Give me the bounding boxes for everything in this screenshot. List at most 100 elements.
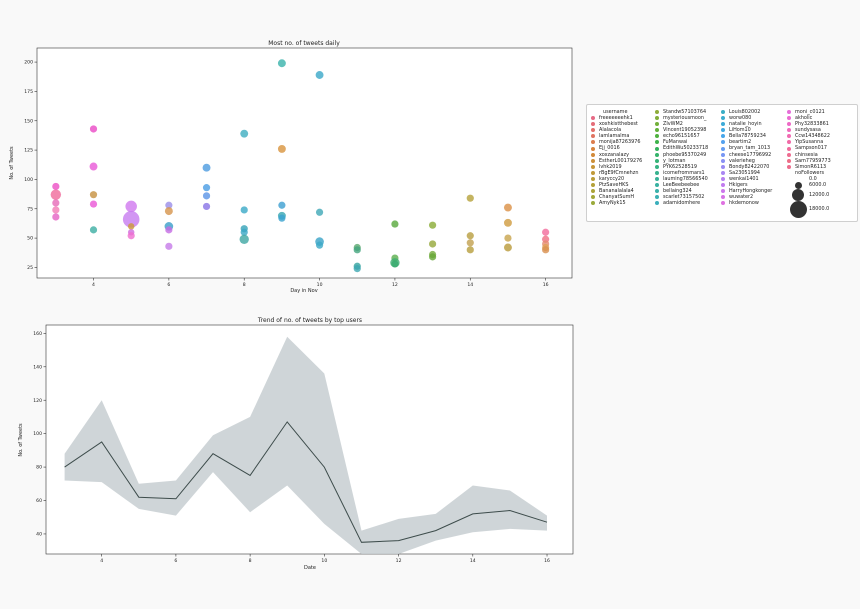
- legend-swatch: [721, 195, 725, 200]
- legend-label: FuManwai: [663, 139, 688, 146]
- data-point: [428, 221, 437, 229]
- legend-item: echo96151657: [655, 133, 725, 139]
- legend-label: SimonR6113: [795, 163, 827, 170]
- data-point: [89, 200, 98, 208]
- legend-item: moni_c0121: [787, 109, 857, 115]
- line-title: Trend of no. of tweets by top users: [257, 317, 362, 324]
- legend-swatch: [591, 134, 595, 139]
- legend-item: Bella78759234: [721, 133, 791, 139]
- legend-swatch: [721, 140, 725, 145]
- legend-item: HarryHongkonger: [721, 188, 791, 194]
- legend-label: akholic: [795, 115, 813, 122]
- legend-item: lamlamalma: [591, 133, 661, 139]
- legend-swatch: [655, 146, 659, 151]
- legend-item: wuwater2: [721, 194, 791, 200]
- line-y-tick-label: 140: [33, 364, 42, 370]
- legend-item: freeeeeeehk1: [591, 115, 661, 121]
- line-y-tick-label: 100: [33, 431, 42, 437]
- size-legend-item: 6000.0: [787, 181, 857, 189]
- legend-label: phoebe95370249: [663, 151, 707, 158]
- legend-swatch: [591, 164, 595, 169]
- legend-label: adamidomhere: [663, 200, 701, 207]
- legend-swatch: [721, 122, 725, 127]
- scatter-y-axis-label: No. of Tweets: [9, 146, 15, 180]
- legend-label: worw080: [729, 115, 752, 122]
- legend-item: LeeBeebeebee: [655, 182, 725, 188]
- legend-item: PtzSaveHKS: [591, 182, 661, 188]
- scatter-y-tick-label: 125: [24, 148, 33, 154]
- legend-label: Alalacola: [599, 127, 622, 134]
- legend-label: Hkigers: [729, 181, 748, 188]
- data-point: [89, 125, 98, 133]
- scatter-points: [50, 59, 550, 273]
- data-point: [353, 265, 361, 273]
- legend-item: SimonR6113: [787, 164, 857, 170]
- legend-swatch: [721, 176, 725, 181]
- scatter-x-tick-label: 16: [543, 282, 549, 288]
- legend-item: EdithWu50233718: [655, 145, 725, 151]
- scatter-plot-area: [36, 47, 573, 279]
- legend-swatch: [655, 189, 659, 194]
- legend-item: Sam77959773: [787, 158, 857, 164]
- scatter-x-tick-label: 8: [243, 282, 246, 288]
- data-point: [503, 203, 512, 212]
- data-point: [315, 71, 324, 79]
- legend-swatch: [591, 140, 595, 145]
- legend-label: moni_c0121: [795, 109, 825, 115]
- legend-item: karyccy20: [591, 176, 661, 182]
- data-point: [278, 214, 286, 222]
- scatter-y-tick-label: 200: [24, 60, 33, 66]
- legend-column: Standw57103764 mysteriousmoon_ ZIvWM2 Vince…: [655, 109, 725, 206]
- legend-label: bryan_tam_1013: [729, 145, 771, 152]
- legend-swatch: [655, 176, 659, 181]
- size-legend-item: 0.0: [787, 176, 857, 182]
- legend-label: Sa23051994: [729, 169, 760, 176]
- data-point: [277, 144, 286, 153]
- line-x-tick-label: 10: [321, 558, 327, 564]
- legend-item: icomefrommars1: [655, 170, 725, 176]
- size-legend-label: 0.0: [809, 175, 817, 182]
- data-point: [504, 234, 512, 242]
- legend-item: chinsesia: [787, 152, 857, 158]
- legend-label: Bella78759234: [729, 133, 766, 140]
- line-y-tick-label: 60: [36, 498, 42, 504]
- legend-label: y_lotman: [663, 157, 686, 164]
- legend-item: sundysasa: [787, 127, 857, 133]
- legend-swatch: [721, 134, 725, 139]
- scatter-y-tick-label: 75: [27, 206, 33, 212]
- legend-item: natalie_hoyin: [721, 121, 791, 127]
- scatter-ticks: 4 6 8 10 12 14 16 25 50 75 100 125 150 175 200: [24, 60, 548, 288]
- legend-swatch: [787, 158, 791, 163]
- data-point: [202, 184, 211, 192]
- line-x-tick-label: 4: [100, 558, 103, 564]
- legend-label: Vincent19052398: [663, 127, 707, 134]
- scatter-x-tick-label: 4: [92, 282, 95, 288]
- data-point: [127, 223, 135, 230]
- legend-label: hkdemonow: [729, 200, 759, 207]
- legend-item: worw080: [721, 115, 791, 121]
- legend-label: YipSusanna: [795, 139, 824, 146]
- legend-column: username freeeeeeehk1 xoxhkistthebest Alala…: [591, 109, 661, 206]
- legend-swatch: [591, 176, 595, 181]
- legend-item: monija87263976: [591, 139, 661, 145]
- data-point: [52, 182, 60, 191]
- legend-swatch: [787, 128, 791, 133]
- scatter-x-tick-label: 6: [167, 282, 170, 288]
- data-point: [89, 162, 98, 171]
- data-point: [52, 213, 60, 221]
- legend-label: chinsesia: [795, 151, 818, 158]
- legend-item: Phy32833861: [787, 121, 857, 127]
- line-y-tick-label: 40: [36, 532, 42, 538]
- legend-swatch: [721, 116, 725, 121]
- legend-item: bellaing324: [655, 188, 725, 194]
- legend-item: wenkai1401: [721, 176, 791, 182]
- data-point: [503, 218, 512, 227]
- data-point: [466, 246, 474, 254]
- line-x-tick-label: 16: [544, 558, 550, 564]
- line-x-tick-label: 14: [470, 558, 476, 564]
- legend-swatch: [591, 158, 595, 163]
- legend-swatch: [655, 122, 659, 127]
- legend-item: PYK62528519: [655, 164, 725, 170]
- legend-item: Vincent19052398: [655, 127, 725, 133]
